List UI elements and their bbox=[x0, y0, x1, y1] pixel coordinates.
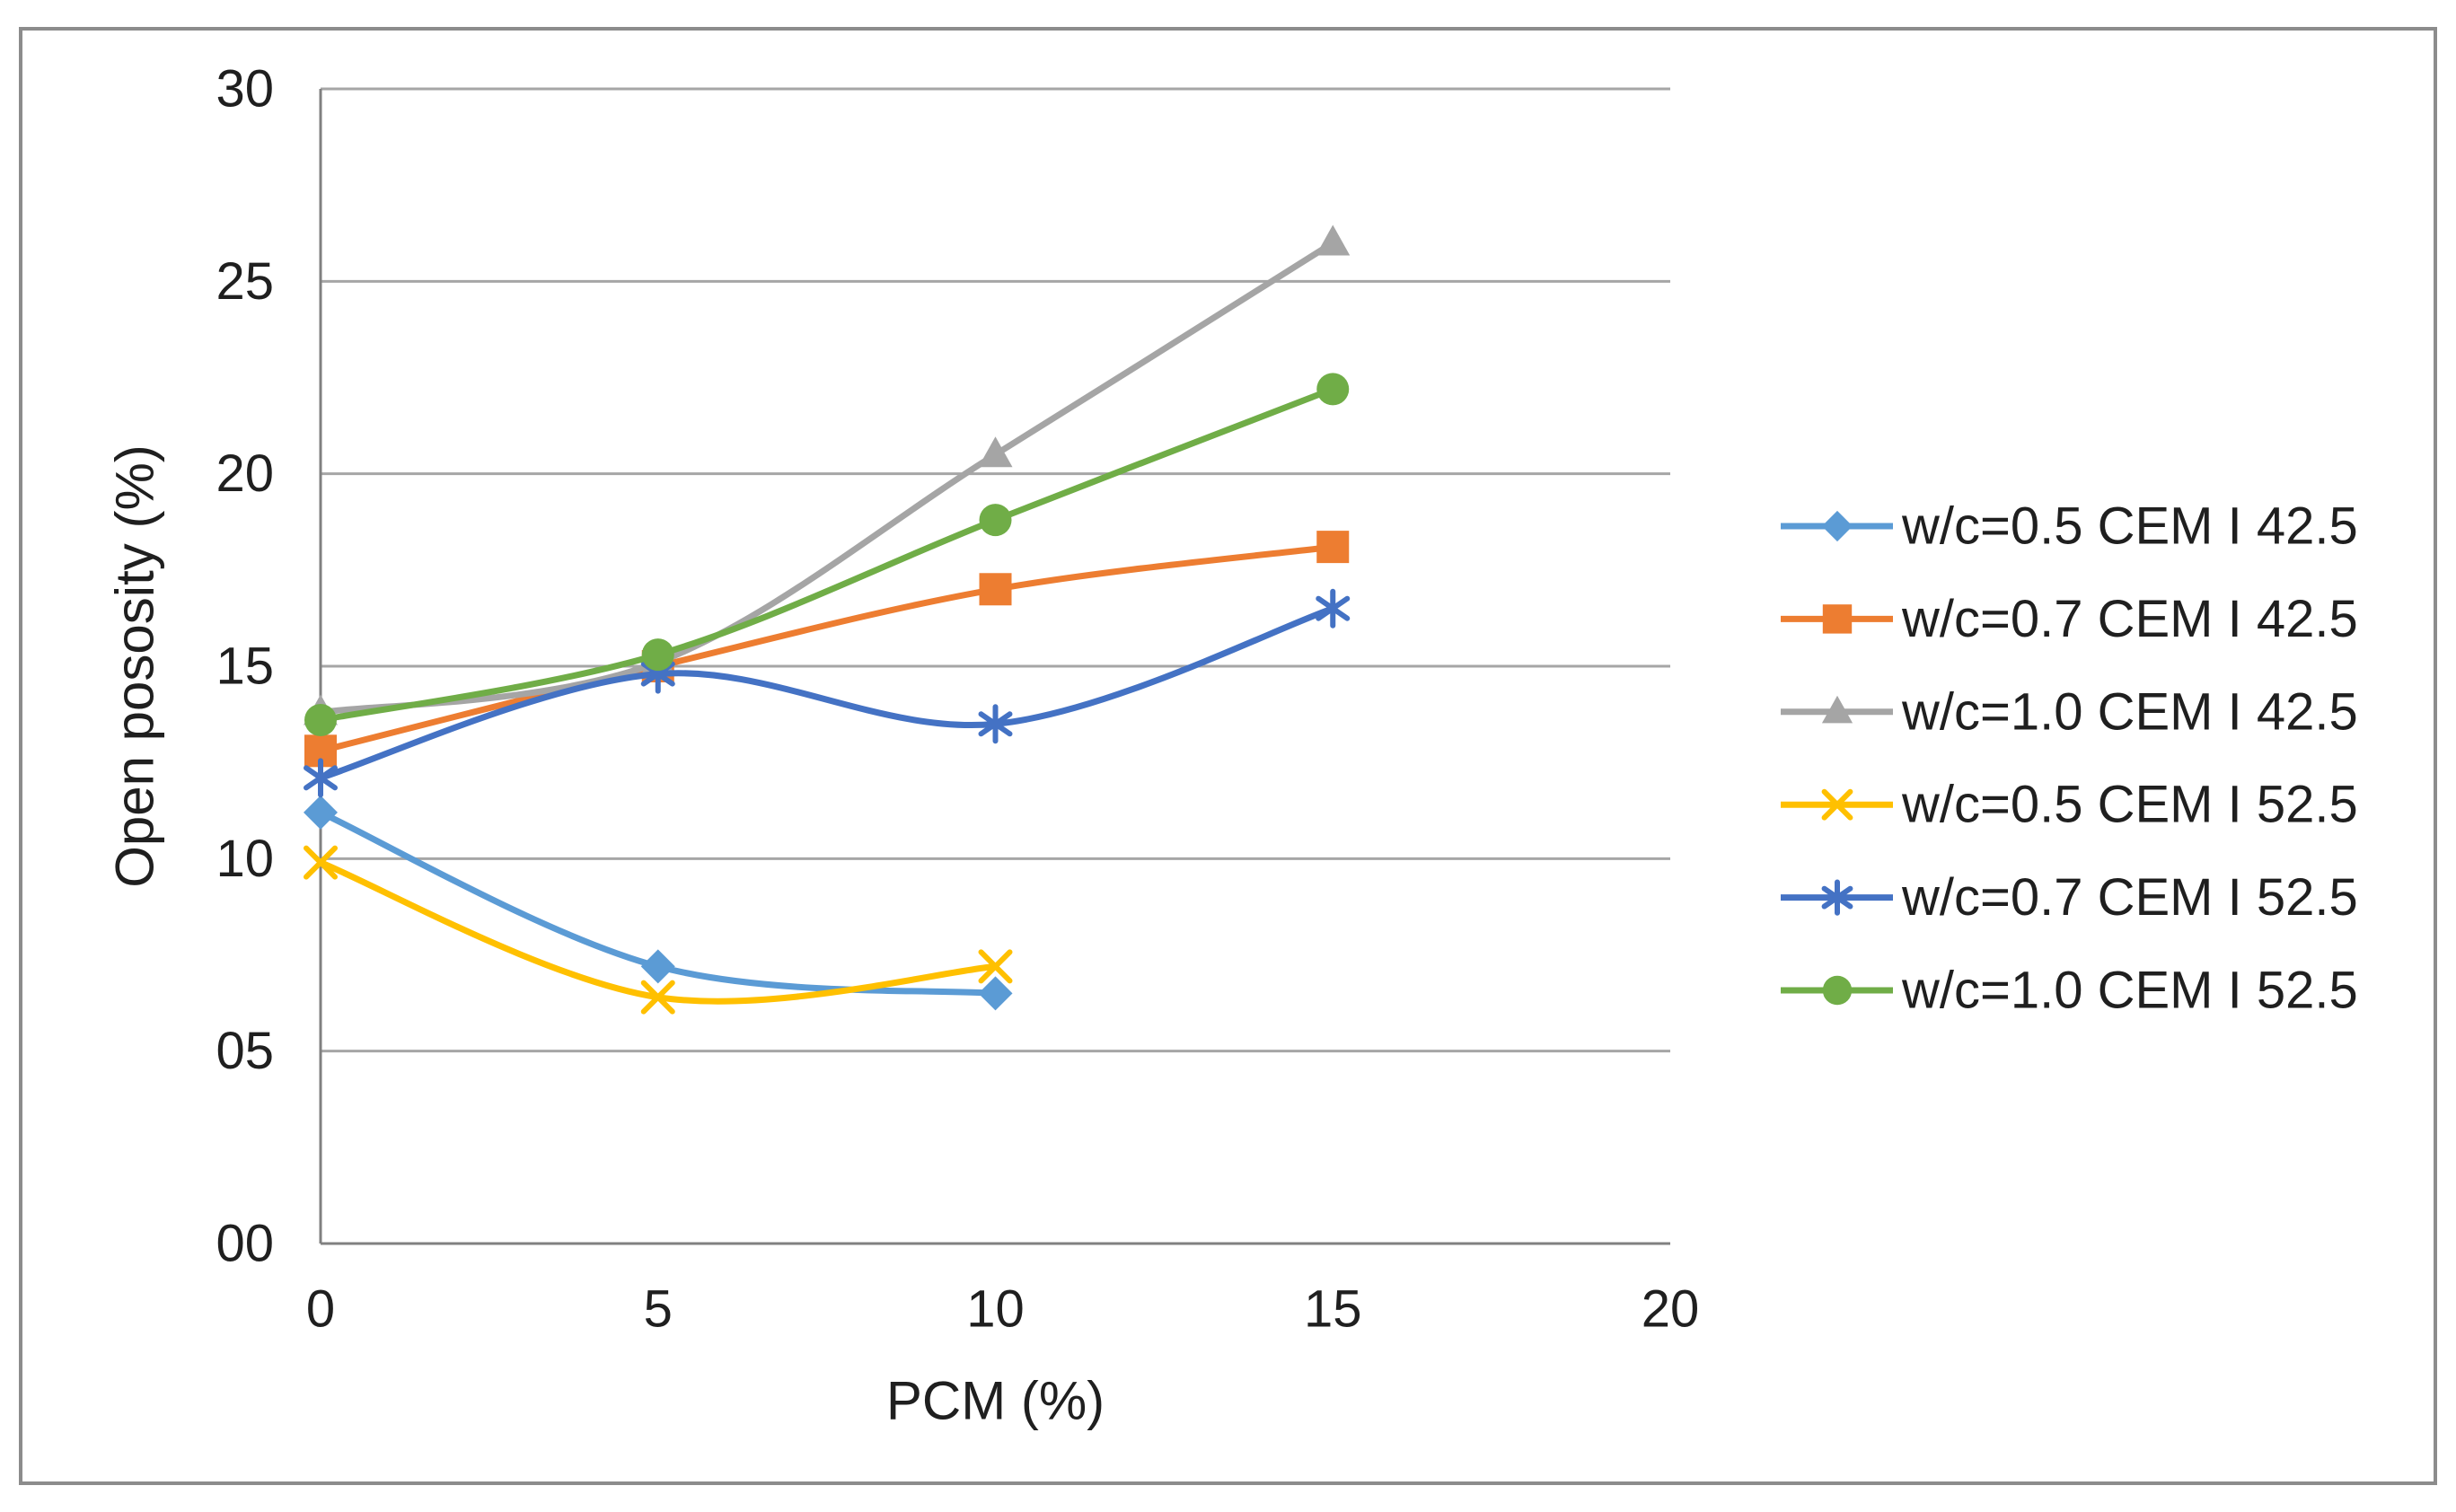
diamond-marker bbox=[640, 949, 675, 984]
legend-item-4: w/c=0.7 CEM I 52.5 bbox=[1781, 868, 2358, 927]
legend-item-1: w/c=0.7 CEM I 42.5 bbox=[1781, 590, 2358, 648]
legend: w/c=0.5 CEM I 42.5 w/c=0.7 CEM I 42.5 w/c=… bbox=[1781, 497, 2358, 1020]
series-line bbox=[317, 240, 1336, 716]
y-tick-label-5: 05 bbox=[216, 1022, 274, 1080]
asterisk-marker bbox=[978, 704, 1013, 744]
triangle-marker bbox=[1316, 224, 1351, 256]
circle-marker bbox=[304, 704, 337, 737]
legend-item-3: w/c=0.5 CEM I 52.5 bbox=[1781, 776, 2358, 834]
x-axis-title: PCM (%) bbox=[886, 1371, 1105, 1431]
diamond-marker bbox=[1821, 510, 1853, 542]
asterisk-marker bbox=[1821, 879, 1853, 916]
legend-item-5: w/c=1.0 CEM I 52.5 bbox=[1781, 962, 2358, 1020]
square-marker bbox=[1316, 531, 1350, 564]
series-5 bbox=[304, 373, 1350, 737]
x-tick-label-10: 10 bbox=[966, 1280, 1025, 1339]
y-tick-label-20: 20 bbox=[216, 444, 274, 503]
square-marker bbox=[979, 573, 1012, 606]
circle-marker bbox=[641, 638, 674, 672]
legend-item-2: w/c=1.0 CEM I 42.5 bbox=[1781, 682, 2358, 741]
asterisk-marker bbox=[1316, 588, 1351, 629]
x-marker bbox=[640, 980, 675, 1015]
y-tick-label-25: 25 bbox=[216, 252, 274, 311]
x-tick-label-15: 15 bbox=[1304, 1280, 1362, 1339]
series-line bbox=[317, 385, 1336, 724]
series-4 bbox=[304, 588, 1351, 798]
legend-label-1: w/c=0.7 CEM I 42.5 bbox=[1901, 590, 2358, 648]
x-tick-label-20: 20 bbox=[1642, 1280, 1700, 1339]
asterisk-marker bbox=[304, 758, 338, 798]
legend-label-5: w/c=1.0 CEM I 52.5 bbox=[1901, 962, 2358, 1020]
series-line bbox=[317, 543, 1336, 754]
x-marker bbox=[978, 949, 1013, 984]
series-0 bbox=[304, 795, 1013, 1011]
y-tick-label-30: 30 bbox=[216, 60, 274, 119]
y-tick-label-0: 00 bbox=[216, 1215, 274, 1273]
x-marker bbox=[1821, 788, 1853, 821]
legend-label-4: w/c=0.7 CEM I 52.5 bbox=[1901, 868, 2358, 927]
legend-label-2: w/c=1.0 CEM I 42.5 bbox=[1901, 682, 2358, 741]
circle-marker bbox=[979, 504, 1012, 537]
triangle-marker bbox=[1821, 695, 1853, 724]
square-marker bbox=[1822, 604, 1853, 634]
legend-label-3: w/c=0.5 CEM I 52.5 bbox=[1901, 776, 2358, 834]
series-3 bbox=[304, 845, 1013, 1015]
circle-marker bbox=[1316, 373, 1350, 406]
x-tick-label-0: 0 bbox=[306, 1280, 335, 1339]
y-tick-label-15: 15 bbox=[216, 637, 274, 696]
series-line bbox=[317, 605, 1336, 781]
y-axis-title: Open pososity (%) bbox=[105, 444, 165, 888]
x-tick-label-5: 5 bbox=[644, 1280, 673, 1339]
legend-label-0: w/c=0.5 CEM I 42.5 bbox=[1901, 497, 2358, 556]
figure-border bbox=[19, 27, 2437, 1485]
circle-marker bbox=[1822, 975, 1853, 1006]
diamond-marker bbox=[978, 976, 1013, 1011]
x-marker bbox=[304, 845, 338, 880]
triangle-marker bbox=[978, 436, 1013, 468]
diamond-marker bbox=[304, 795, 338, 830]
y-tick-label-10: 10 bbox=[216, 830, 274, 888]
legend-item-0: w/c=0.5 CEM I 42.5 bbox=[1781, 497, 2358, 556]
